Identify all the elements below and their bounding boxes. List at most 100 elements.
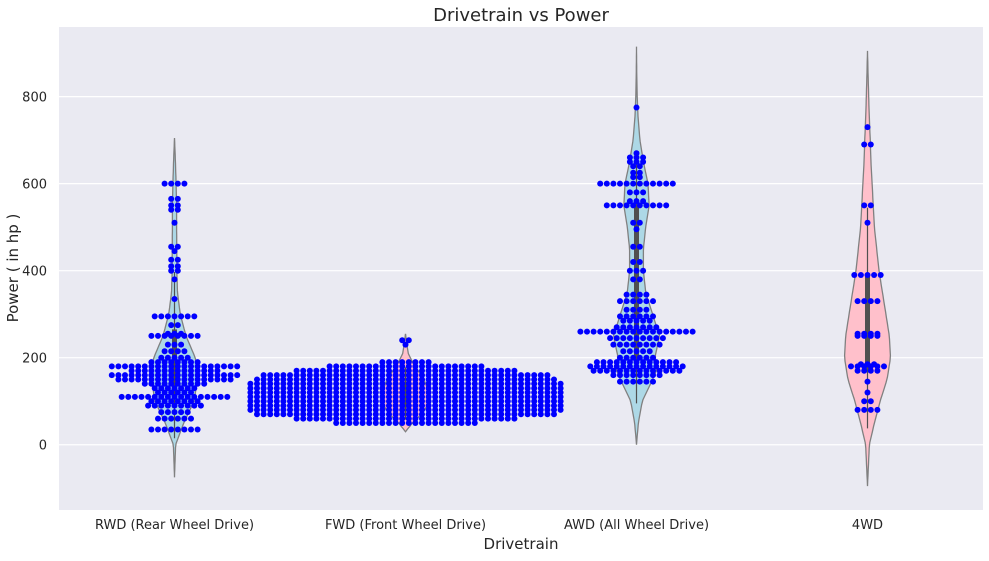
swarm-point bbox=[353, 406, 359, 413]
swarm-point bbox=[221, 372, 227, 379]
swarm-point bbox=[188, 332, 194, 339]
swarm-point bbox=[392, 398, 399, 405]
swarm-point bbox=[630, 372, 637, 379]
swarm-point bbox=[646, 317, 653, 324]
swarm-point bbox=[168, 359, 175, 366]
swarm-point bbox=[864, 361, 871, 368]
swarm-point bbox=[346, 372, 353, 379]
swarm-point bbox=[659, 363, 666, 370]
swarm-point bbox=[293, 389, 300, 396]
swarm-point bbox=[646, 335, 653, 342]
swarm-point bbox=[313, 398, 320, 405]
swarm-point bbox=[161, 426, 168, 433]
swarm-point bbox=[184, 313, 191, 320]
x-tick-labels: RWD (Rear Wheel Drive) FWD (Front Wheel D… bbox=[95, 518, 883, 533]
swarm-point bbox=[861, 141, 868, 148]
swarm-point bbox=[287, 393, 293, 400]
swarm-point bbox=[148, 380, 155, 387]
swarm-point bbox=[871, 272, 878, 278]
swarm-point bbox=[854, 367, 861, 374]
swarm-point bbox=[465, 406, 472, 413]
swarm-point bbox=[458, 389, 465, 396]
swarm-point bbox=[300, 376, 307, 383]
swarm-point bbox=[544, 385, 551, 392]
swarm-point bbox=[452, 406, 458, 413]
swarm-point bbox=[650, 202, 656, 209]
x-tick-label: RWD (Rear Wheel Drive) bbox=[95, 518, 254, 533]
y-tick-label: 0 bbox=[39, 439, 47, 454]
swarm-point bbox=[630, 276, 637, 283]
swarm-point bbox=[485, 372, 491, 379]
swarm-point bbox=[326, 411, 333, 418]
swarm-point bbox=[603, 202, 610, 209]
swarm-point bbox=[174, 359, 181, 366]
swarm-point bbox=[181, 389, 188, 396]
swarm-point bbox=[537, 406, 544, 413]
violin-box bbox=[634, 205, 639, 363]
swarm-point bbox=[643, 202, 650, 209]
swarm-point bbox=[339, 363, 346, 370]
swarm-point bbox=[425, 398, 432, 405]
swarm-point bbox=[201, 376, 208, 383]
swarm-point bbox=[478, 372, 485, 379]
swarm-point bbox=[607, 335, 614, 342]
swarm-point bbox=[339, 398, 346, 405]
swarm-point bbox=[630, 298, 637, 305]
swarm-point bbox=[366, 398, 373, 405]
swarm-point bbox=[643, 180, 650, 187]
swarm-point bbox=[636, 372, 643, 379]
swarm-point bbox=[504, 372, 511, 379]
swarm-point bbox=[171, 385, 178, 392]
swarm-point bbox=[346, 411, 353, 418]
swarm-point bbox=[445, 420, 452, 426]
swarm-point bbox=[155, 415, 161, 422]
swarm-point bbox=[392, 372, 399, 379]
swarm-point bbox=[346, 380, 353, 387]
swarm-point bbox=[181, 348, 188, 355]
swarm-point bbox=[438, 415, 445, 422]
swarm-point bbox=[537, 393, 544, 400]
swarm-point bbox=[458, 415, 465, 422]
swarm-point bbox=[881, 363, 887, 370]
swarm-point bbox=[128, 363, 135, 370]
swarm-point bbox=[498, 380, 505, 387]
swarm-point bbox=[531, 398, 538, 405]
swarm-point bbox=[630, 219, 637, 226]
swarm-point bbox=[610, 372, 617, 379]
swarm-point bbox=[280, 376, 287, 383]
swarm-point bbox=[168, 263, 175, 270]
swarm-point bbox=[194, 372, 201, 379]
swarm-point bbox=[874, 367, 881, 374]
swarm-point bbox=[306, 380, 313, 387]
swarm-point bbox=[864, 124, 871, 131]
swarm-point bbox=[491, 398, 498, 405]
swarm-point bbox=[630, 291, 637, 298]
swarm-point bbox=[260, 385, 267, 392]
swarm-point bbox=[643, 372, 650, 379]
swarm-point bbox=[636, 378, 643, 385]
swarm-point bbox=[613, 324, 620, 331]
swarm-point bbox=[861, 367, 868, 374]
swarm-point bbox=[260, 406, 267, 413]
swarm-point bbox=[214, 372, 221, 379]
swarm-point bbox=[405, 376, 412, 383]
swarm-point bbox=[504, 376, 511, 383]
swarm-point bbox=[412, 367, 419, 374]
swarm-point bbox=[148, 376, 155, 383]
swarm-point bbox=[867, 330, 874, 337]
swarm-point bbox=[438, 402, 445, 409]
swarm-point bbox=[178, 409, 185, 416]
swarm-point bbox=[346, 402, 353, 409]
swarm-point bbox=[607, 359, 614, 366]
swarm-point bbox=[168, 389, 175, 396]
swarm-point bbox=[498, 402, 505, 409]
swarm-point bbox=[498, 398, 505, 405]
swarm-point bbox=[128, 367, 135, 374]
swarm-point bbox=[650, 378, 656, 385]
swarm-point bbox=[419, 420, 425, 426]
swarm-point bbox=[191, 385, 198, 392]
swarm-point bbox=[617, 202, 623, 209]
swarm-point bbox=[405, 385, 412, 392]
swarm-point bbox=[633, 363, 640, 370]
swarm-point bbox=[372, 363, 379, 370]
